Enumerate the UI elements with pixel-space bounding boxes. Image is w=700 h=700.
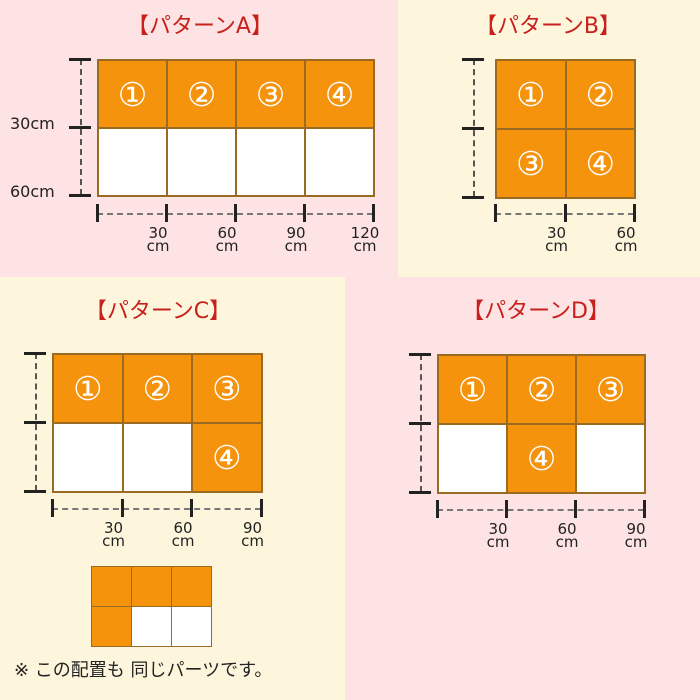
- height-tick: [409, 491, 431, 494]
- width-tick: [643, 500, 646, 518]
- width-tick: [505, 500, 508, 518]
- alt-tile-orange: [131, 566, 172, 607]
- tile-orange: ①: [437, 354, 508, 425]
- tile-orange: ③: [575, 354, 646, 425]
- height-tick: [24, 421, 46, 424]
- width-label-unit: cm: [241, 532, 264, 550]
- alt-tile-orange: [91, 566, 132, 607]
- height-tick: [69, 126, 91, 129]
- width-tick: [190, 499, 193, 517]
- width-label-number: 60: [217, 224, 237, 242]
- tile-orange: ④: [564, 128, 636, 199]
- width-tick: [165, 204, 168, 222]
- width-label-unit: cm: [555, 533, 579, 551]
- width-label-unit: cm: [614, 237, 638, 255]
- width-label-unit: cm: [171, 532, 195, 550]
- width-label-unit: cm: [353, 237, 377, 255]
- height-tick: [69, 194, 91, 197]
- height-tick: [69, 58, 91, 61]
- width-tick: [563, 204, 567, 222]
- width-label-number: 90: [286, 224, 306, 242]
- tile-orange: ②: [121, 353, 193, 424]
- height-tick: [24, 352, 46, 355]
- width-tick: [494, 204, 497, 222]
- tile-white: [52, 422, 124, 493]
- tile-orange: ③: [191, 353, 263, 424]
- width-tick: [436, 500, 439, 518]
- width-tick: [234, 204, 237, 222]
- width-label-number: 30: [148, 224, 168, 242]
- pattern-title: 【パターンD】: [462, 299, 610, 324]
- pattern-title: 【パターンC】: [84, 299, 232, 324]
- width-tick: [303, 204, 306, 222]
- width-tick: [51, 499, 54, 517]
- tile-orange: ②: [166, 59, 237, 129]
- width-label-number: 30: [488, 520, 508, 538]
- height-tick: [462, 196, 484, 199]
- width-tick: [633, 204, 636, 222]
- width-label-unit: cm: [284, 237, 308, 255]
- pattern-title: 【パターンA】: [127, 14, 273, 39]
- height-label: 60cm: [10, 182, 55, 201]
- width-label-number: 60: [173, 519, 193, 537]
- height-label: 30cm: [10, 114, 55, 133]
- width-label-unit: cm: [215, 237, 239, 255]
- width-tick: [574, 500, 577, 518]
- tile-orange: ①: [97, 59, 168, 129]
- width-tick: [372, 204, 375, 222]
- alt-layout-note: ※ この配置も 同じパーツです。: [14, 660, 273, 681]
- tile-orange: ④: [191, 422, 263, 493]
- tile-orange: ④: [506, 423, 577, 494]
- tile-white: [437, 423, 508, 494]
- width-tick: [120, 499, 124, 517]
- tile-white: [575, 423, 646, 494]
- alt-tile-orange: [91, 606, 132, 647]
- width-label-number: 60: [616, 224, 636, 242]
- tile-orange: ④: [304, 59, 375, 129]
- tile-orange: ②: [564, 59, 636, 130]
- width-label-unit: cm: [146, 237, 170, 255]
- width-tick: [259, 499, 263, 517]
- tile-orange: ②: [506, 354, 577, 425]
- width-tick: [96, 204, 99, 222]
- height-tick: [409, 353, 431, 356]
- tile-white: [304, 127, 375, 197]
- width-label-number: 30: [103, 519, 124, 537]
- tile-orange: ③: [235, 59, 306, 129]
- height-tick: [462, 58, 484, 61]
- tile-orange: ③: [495, 128, 567, 199]
- width-label-unit: cm: [486, 533, 510, 551]
- alt-tile-orange: [171, 566, 212, 607]
- tile-white: [97, 127, 168, 197]
- tile-white: [235, 127, 306, 197]
- tile-orange: ①: [52, 353, 124, 424]
- alt-tile-white: [171, 606, 212, 647]
- alt-tile-white: [131, 606, 172, 647]
- tile-orange: ①: [495, 59, 567, 130]
- width-label-number: 90: [242, 519, 263, 537]
- width-label-unit: cm: [624, 533, 648, 551]
- width-dimension-line: [437, 509, 644, 511]
- pattern-title: 【パターンB】: [475, 14, 621, 39]
- width-label-unit: cm: [545, 237, 568, 255]
- width-label-unit: cm: [102, 532, 125, 550]
- width-label-number: 30: [546, 224, 567, 242]
- width-label-number: 60: [557, 520, 577, 538]
- width-dimension-line: [52, 508, 261, 510]
- height-tick: [462, 127, 484, 130]
- width-label-number: 90: [626, 520, 646, 538]
- width-label-number: 120: [350, 224, 380, 242]
- height-tick: [24, 490, 46, 493]
- tile-white: [121, 422, 193, 493]
- tile-white: [166, 127, 237, 197]
- height-tick: [409, 422, 431, 425]
